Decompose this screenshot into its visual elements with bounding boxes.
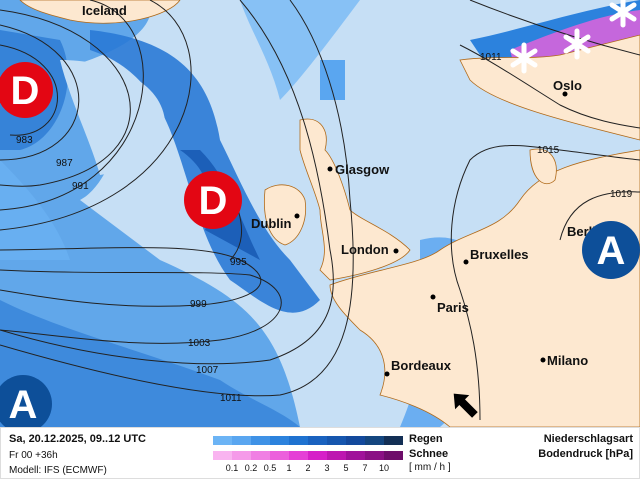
city-label-bruxelles: Bruxelles	[470, 247, 529, 262]
colorbar-tick: 1	[286, 463, 292, 473]
isobars	[0, 0, 640, 421]
weather-map: 983 987 991 995 999 1003 1007 1011 1011 …	[0, 0, 640, 427]
high-pressure-center: A	[0, 375, 52, 427]
snow-color-swatch	[213, 451, 232, 460]
colorbar-tick: 0.1	[225, 463, 239, 473]
snow-color-swatch	[251, 451, 270, 460]
svg-text:1015: 1015	[537, 145, 560, 156]
svg-text:987: 987	[56, 158, 73, 169]
snow-color-swatch	[327, 451, 346, 460]
legend: Sa, 20.12.2025, 09..12 UTC Fr 00 +36h Mo…	[0, 427, 640, 479]
snow-color-swatch	[365, 451, 384, 460]
colorbar-tick: 5	[343, 463, 349, 473]
svg-text:1019: 1019	[610, 189, 633, 200]
city-label-glasgow: Glasgow	[335, 162, 390, 177]
legend-title-precip-type: Niederschlagsart	[543, 433, 633, 445]
asterisk-snow-icon	[510, 0, 637, 74]
unit-label: [ mm / h ]	[409, 462, 451, 473]
snow-colorbar	[213, 451, 403, 460]
colorbar-tick: 7	[362, 463, 368, 473]
rain-color-swatch	[232, 436, 251, 445]
snow-color-swatch	[232, 451, 251, 460]
forecast-run: Fr 00 +36h	[9, 450, 58, 461]
low-pressure-center: D	[184, 171, 242, 229]
colorbar-tick: 3	[324, 463, 330, 473]
svg-text:A: A	[9, 383, 38, 427]
svg-text:991: 991	[72, 181, 89, 192]
svg-text:A: A	[597, 229, 626, 273]
low-pressure-center: D	[0, 62, 53, 118]
rain-color-swatch	[327, 436, 346, 445]
rain-color-swatch	[289, 436, 308, 445]
model-name: Modell: IFS (ECMWF)	[9, 465, 107, 476]
svg-text:983: 983	[16, 135, 33, 146]
city-label-oslo: Oslo	[553, 78, 582, 93]
rain-color-swatch	[308, 436, 327, 445]
svg-text:1011: 1011	[220, 393, 242, 404]
rain-color-swatch	[270, 436, 289, 445]
svg-text:1011: 1011	[480, 52, 502, 63]
city-markers: Iceland Oslo Glasgow Dublin London Bruxe…	[82, 3, 604, 377]
city-label-dublin: Dublin	[251, 216, 291, 231]
snow-color-swatch	[270, 451, 289, 460]
high-pressure-center: A	[582, 221, 640, 279]
legend-title-pressure: Bodendruck [hPa]	[538, 448, 633, 460]
colorbar-tick: 2	[305, 463, 311, 473]
svg-text:D: D	[11, 69, 40, 113]
land-masses	[19, 0, 640, 427]
svg-text:1003: 1003	[188, 338, 211, 349]
arrow-up-left-icon	[453, 393, 478, 418]
snow-color-swatch	[289, 451, 308, 460]
rain-label: Regen	[409, 433, 443, 445]
colorbar-tick: 10	[378, 463, 389, 473]
svg-text:1007: 1007	[196, 365, 219, 376]
colorbar-tick: 0.2	[244, 463, 258, 473]
rain-colorbar	[213, 436, 403, 445]
svg-text:999: 999	[190, 299, 207, 310]
snow-color-swatch	[346, 451, 365, 460]
city-label-milano: Milano	[547, 353, 588, 368]
rain-color-swatch	[346, 436, 365, 445]
svg-text:995: 995	[230, 257, 247, 268]
snow-color-swatch	[384, 451, 403, 460]
svg-text:D: D	[199, 179, 228, 223]
city-label-paris: Paris	[437, 300, 469, 315]
snow-color-swatch	[308, 451, 327, 460]
snow-label: Schnee	[409, 448, 449, 460]
city-label-bordeaux: Bordeaux	[391, 358, 452, 373]
rain-color-swatch	[251, 436, 270, 445]
forecast-date: Sa, 20.12.2025, 09..12 UTC	[9, 433, 146, 445]
colorbar-tick: 0.5	[263, 463, 277, 473]
rain-color-swatch	[213, 436, 232, 445]
rain-color-swatch	[365, 436, 384, 445]
city-label-iceland: Iceland	[82, 3, 127, 18]
city-label-london: London	[341, 242, 389, 257]
rain-color-swatch	[384, 436, 403, 445]
isobar-labels: 983 987 991 995 999 1003 1007 1011 1011 …	[16, 52, 633, 404]
